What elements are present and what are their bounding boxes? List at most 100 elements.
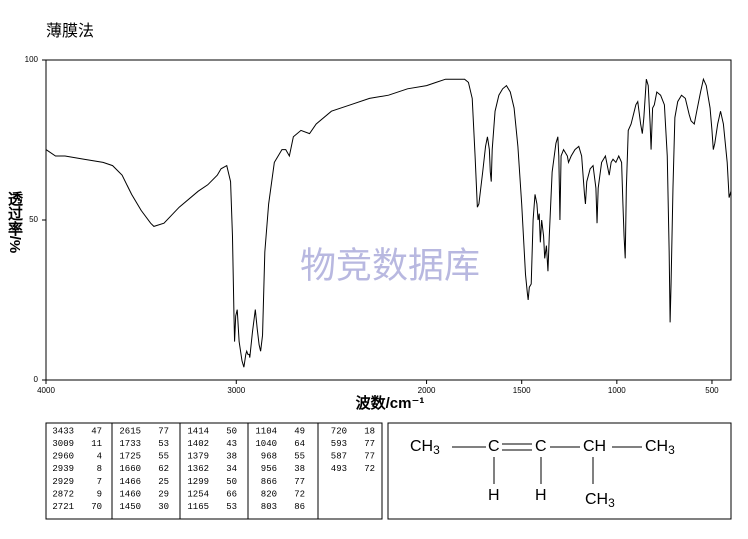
peak-transmittance: 53 [158, 439, 169, 449]
atom-label: H [488, 487, 500, 504]
x-tick-label: 4000 [37, 386, 55, 395]
peak-wavenumber: 1660 [119, 464, 141, 474]
peak-wavenumber: 1379 [187, 452, 209, 462]
peak-transmittance: 7 [97, 477, 102, 487]
peak-wavenumber: 1733 [119, 439, 141, 449]
x-tick-label: 2000 [418, 386, 436, 395]
structure-frame [387, 422, 732, 520]
peak-wavenumber: 1165 [187, 502, 209, 512]
atom-symbol: H [488, 487, 500, 504]
peak-transmittance: 50 [226, 426, 237, 436]
peak-transmittance: 34 [226, 464, 237, 474]
peak-wavenumber: 1414 [187, 426, 209, 436]
peak-transmittance: 50 [226, 477, 237, 487]
peak-wavenumber: 1104 [255, 426, 277, 436]
x-tick-label: 3000 [227, 386, 245, 395]
peak-wavenumber: 803 [261, 502, 277, 512]
peak-wavenumber: 2615 [119, 426, 141, 436]
peak-transmittance: 8 [97, 464, 102, 474]
peak-wavenumber: 587 [331, 452, 347, 462]
peak-transmittance: 72 [364, 464, 375, 474]
atom-subscript: 3 [608, 496, 615, 510]
peak-wavenumber: 1466 [119, 477, 141, 487]
atom-label: CH3 [410, 438, 440, 457]
peak-transmittance: 43 [226, 439, 237, 449]
peak-wavenumber: 2929 [52, 477, 74, 487]
peak-transmittance: 62 [158, 464, 169, 474]
peak-transmittance: 53 [226, 502, 237, 512]
y-axis-label: 透过率/% [6, 191, 23, 254]
y-tick-label: 50 [29, 215, 38, 224]
x-axis-label: 波数/cm⁻¹ [356, 394, 425, 412]
x-tick-label: 500 [705, 386, 719, 395]
peak-transmittance: 77 [158, 426, 169, 436]
peak-transmittance: 66 [226, 489, 237, 499]
peak-wavenumber: 3433 [52, 426, 74, 436]
peak-wavenumber: 820 [261, 489, 277, 499]
atom-symbol: H [535, 487, 547, 504]
peak-transmittance: 29 [158, 489, 169, 499]
peak-wavenumber: 1254 [187, 489, 209, 499]
peak-wavenumber: 956 [261, 464, 277, 474]
peak-wavenumber: 1040 [255, 439, 277, 449]
peak-wavenumber: 2721 [52, 502, 74, 512]
peak-transmittance: 25 [158, 477, 169, 487]
atom-symbol: C [488, 438, 500, 455]
peak-transmittance: 64 [294, 439, 305, 449]
peak-transmittance: 11 [91, 439, 102, 449]
atom-symbol: CH [645, 438, 668, 455]
x-tick-label: 1500 [513, 386, 531, 395]
peak-transmittance: 47 [91, 426, 102, 436]
peak-transmittance: 77 [294, 477, 305, 487]
peak-transmittance: 77 [364, 439, 375, 449]
peak-transmittance: 9 [97, 489, 102, 499]
peak-wavenumber: 2939 [52, 464, 74, 474]
peak-wavenumber: 866 [261, 477, 277, 487]
atom-symbol: CH [585, 491, 608, 508]
peak-transmittance: 30 [158, 502, 169, 512]
watermark: 物竞数据库 [300, 245, 480, 286]
peak-transmittance: 86 [294, 502, 305, 512]
atom-label: CH3 [585, 491, 615, 510]
atom-label: CH [583, 438, 606, 455]
peak-wavenumber: 1725 [119, 452, 141, 462]
atom-subscript: 3 [668, 443, 675, 457]
peak-transmittance: 55 [158, 452, 169, 462]
spectrum-line [45, 77, 732, 368]
peak-transmittance: 70 [91, 502, 102, 512]
peak-transmittance: 77 [364, 452, 375, 462]
atom-symbol: C [535, 438, 547, 455]
y-tick-label: 100 [25, 55, 39, 64]
peak-wavenumber: 2872 [52, 489, 74, 499]
chart-title: 薄膜法 [46, 22, 94, 40]
y-tick-label: 0 [34, 375, 39, 384]
peak-transmittance: 38 [226, 452, 237, 462]
peak-transmittance: 72 [294, 489, 305, 499]
peak-transmittance: 4 [97, 452, 102, 462]
atom-label: CH3 [645, 438, 675, 457]
atom-symbol: CH [410, 438, 433, 455]
peak-wavenumber: 1460 [119, 489, 141, 499]
peak-wavenumber: 1402 [187, 439, 209, 449]
peak-wavenumber: 1299 [187, 477, 209, 487]
structure-bonds [452, 443, 642, 484]
peak-wavenumber: 2960 [52, 452, 74, 462]
peak-transmittance: 18 [364, 426, 375, 436]
atom-label: C [488, 438, 500, 455]
peak-wavenumber: 593 [331, 439, 347, 449]
x-tick-label: 1000 [608, 386, 626, 395]
atom-symbol: CH [583, 438, 606, 455]
peak-wavenumber: 1362 [187, 464, 209, 474]
atom-label: C [535, 438, 547, 455]
peak-wavenumber: 720 [331, 426, 347, 436]
peak-wavenumber: 493 [331, 464, 347, 474]
peak-wavenumber: 968 [261, 452, 277, 462]
atom-label: H [535, 487, 547, 504]
peak-wavenumber: 3009 [52, 439, 74, 449]
peak-transmittance: 38 [294, 464, 305, 474]
atom-subscript: 3 [433, 443, 440, 457]
peak-transmittance: 49 [294, 426, 305, 436]
peak-table-frame [45, 422, 383, 520]
peak-transmittance: 55 [294, 452, 305, 462]
